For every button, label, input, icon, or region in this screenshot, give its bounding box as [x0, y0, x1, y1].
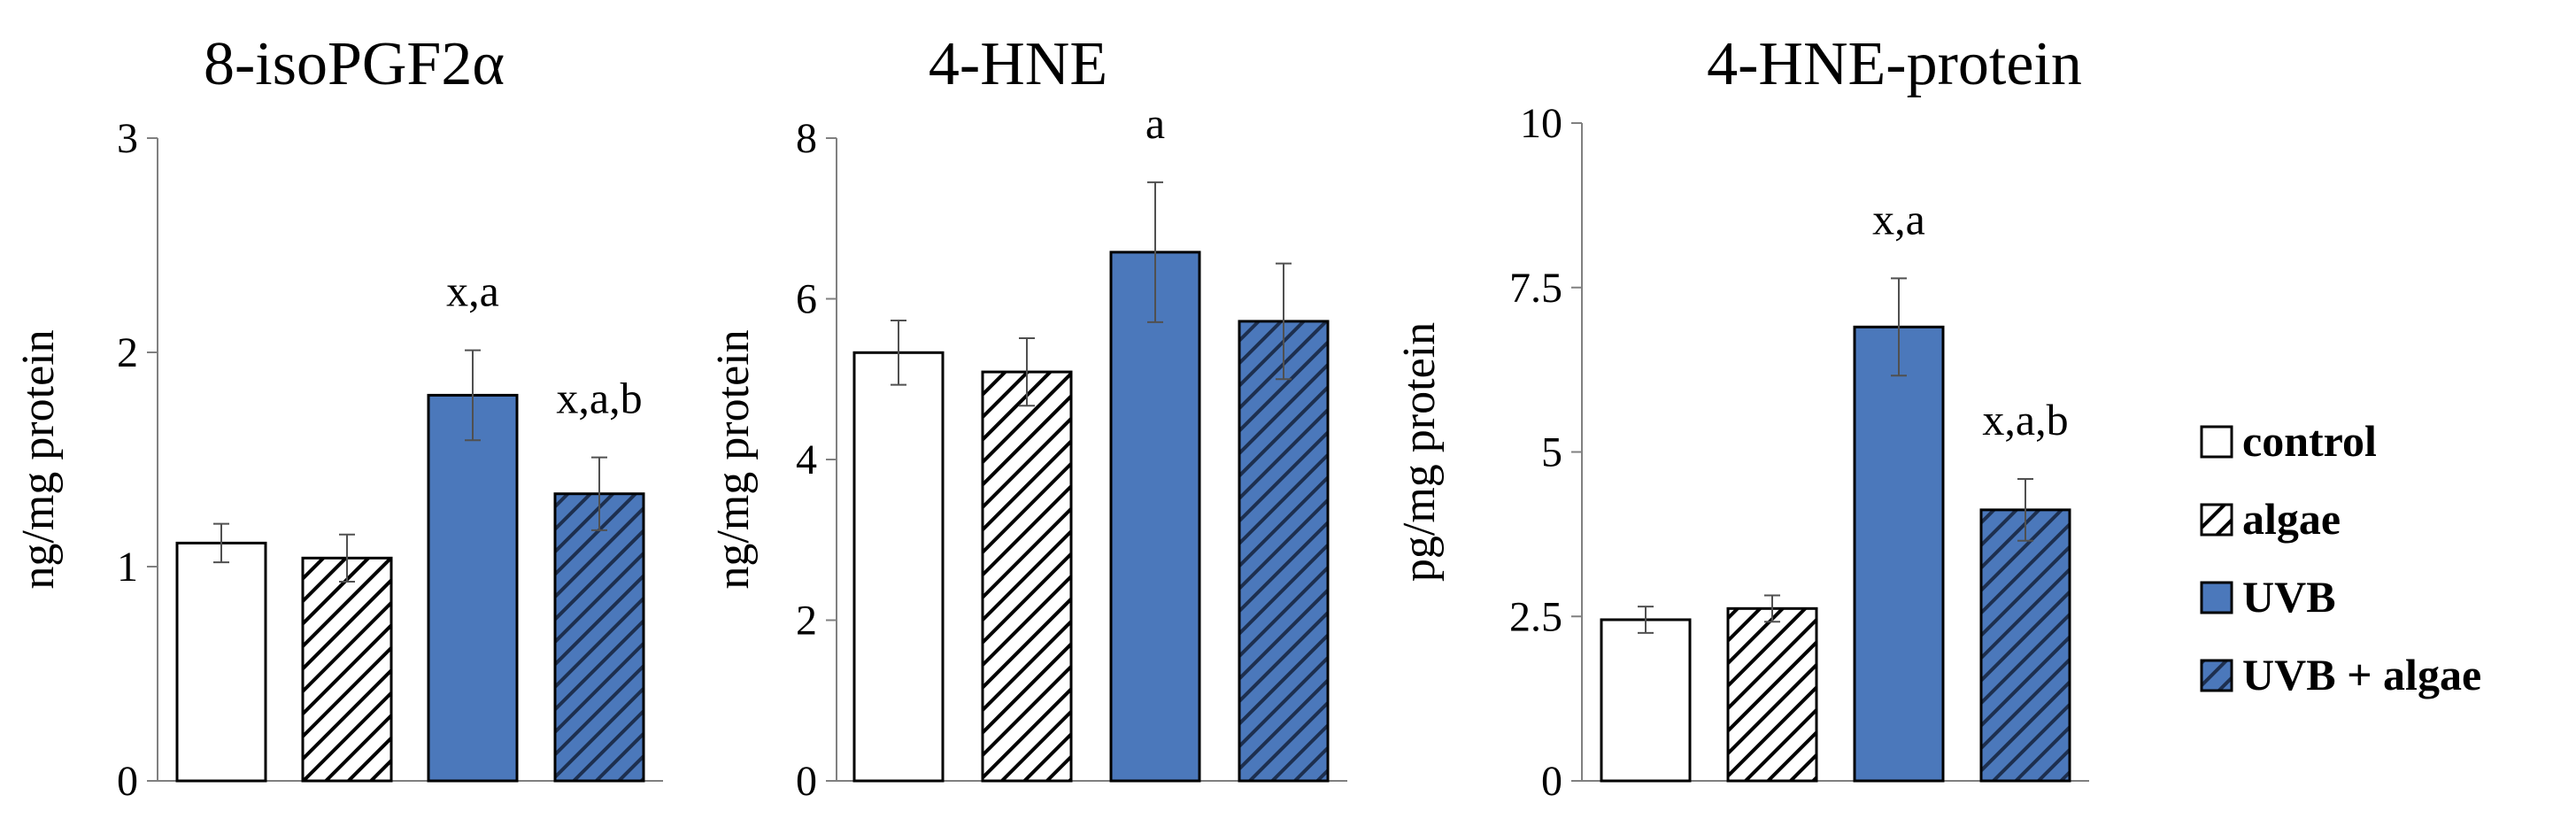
- legend-item-uvb-algae: UVB + algae: [2200, 650, 2481, 699]
- error-bar: [1638, 606, 1654, 634]
- y-tick-label: 2: [796, 598, 817, 645]
- error-bar: [1019, 336, 1035, 407]
- y-axis-label: ng/mg protein: [708, 329, 759, 589]
- chart-title: 4-HNE: [929, 30, 1107, 98]
- legend-swatch: [2200, 659, 2233, 692]
- chart-panel-1: 8-isoPGF2α ng/mg protein 0 1 2 3 x,a x,a,b: [13, 30, 663, 805]
- error-bar: [213, 522, 229, 564]
- error-bar: [1147, 181, 1163, 323]
- y-tick-label: 2: [117, 329, 138, 376]
- bar-control: [175, 541, 267, 783]
- bar-algae: [301, 556, 393, 783]
- bar-control: [1600, 618, 1692, 783]
- y-tick-label: 2.5: [1509, 593, 1562, 640]
- error-bar: [2017, 477, 2033, 542]
- y-tick-label: 6: [796, 276, 817, 323]
- legend-label: algae: [2242, 494, 2341, 544]
- chart-title: 4-HNE-protein: [1707, 30, 2082, 98]
- legend-swatch: [2200, 425, 2233, 459]
- error-bar: [1891, 277, 1907, 377]
- legend-label: UVB + algae: [2242, 650, 2481, 699]
- y-axis-label: ng/mg protein: [13, 329, 64, 589]
- y-tick-label: 0: [117, 758, 138, 805]
- bar-algae: [1726, 606, 1818, 783]
- y-tick-label: 7.5: [1509, 265, 1562, 312]
- significance-label: x,a: [446, 266, 499, 316]
- y-tick-label: 5: [1541, 429, 1562, 476]
- error-bar: [891, 320, 906, 386]
- error-bar: [1764, 594, 1780, 623]
- error-bar: [591, 456, 607, 531]
- error-bar: [465, 349, 481, 442]
- bar-algae: [981, 370, 1073, 783]
- legend-item-algae: algae: [2200, 494, 2341, 544]
- error-bar: [1276, 262, 1292, 381]
- error-bar: [339, 533, 355, 583]
- bar-uvb: [1109, 251, 1201, 783]
- significance-label: x,a,b: [556, 374, 642, 423]
- y-tick-label: 4: [796, 436, 817, 483]
- y-tick-label: 10: [1520, 100, 1562, 147]
- bar-control: [852, 351, 945, 783]
- legend-label: UVB: [2242, 572, 2336, 622]
- y-tick-label: 0: [1541, 758, 1562, 805]
- y-tick-label: 1: [117, 544, 138, 591]
- bar-uvb-algae: [553, 492, 645, 783]
- bar-uvb: [1853, 325, 1945, 783]
- chart-title: 8-isoPGF2α: [204, 30, 505, 98]
- y-tick-label: 0: [796, 758, 817, 805]
- y-tick-label: 8: [796, 115, 817, 162]
- legend-swatch: [2200, 503, 2233, 537]
- y-tick-label: 3: [117, 115, 138, 162]
- legend-label: control: [2242, 416, 2377, 466]
- significance-label: x,a: [1872, 194, 1925, 243]
- legend-swatch: [2200, 581, 2233, 614]
- chart-panel-2: 4-HNE ng/mg protein 0 2 4 6 8 a: [708, 30, 1347, 805]
- legend-item-control: control: [2200, 416, 2377, 466]
- legend-item-uvb: UVB: [2200, 572, 2336, 622]
- chart-panel-3: 4-HNE-protein pg/mg protein 0 2.5 5 7.5 10 x,a x…: [1394, 30, 2089, 805]
- significance-label: a: [1145, 98, 1165, 148]
- legend: control algae UVB UVB + algae: [2200, 416, 2481, 699]
- bar-uvb: [427, 393, 519, 783]
- y-axis-label: pg/mg protein: [1394, 322, 1445, 582]
- bar-uvb-algae: [1238, 320, 1330, 783]
- significance-label: x,a,b: [1982, 395, 2068, 444]
- bar-uvb-algae: [1979, 508, 2071, 783]
